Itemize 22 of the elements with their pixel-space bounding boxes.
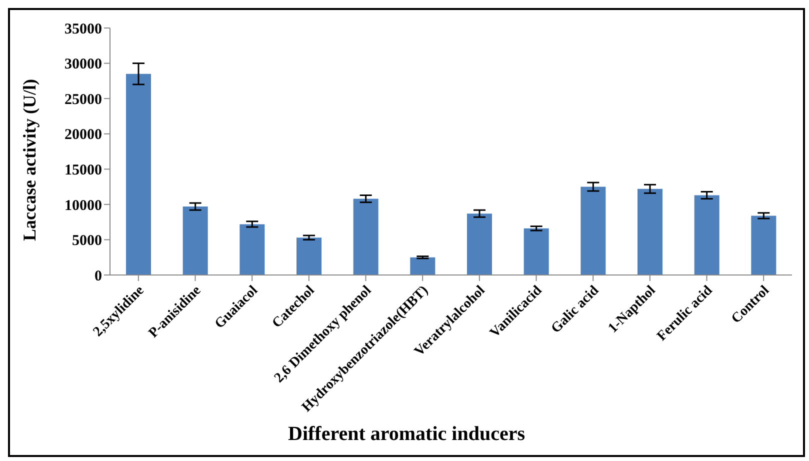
y-tick-label: 10000	[64, 198, 102, 214]
bar	[467, 214, 492, 275]
bar	[353, 198, 378, 275]
y-tick-label: 25000	[64, 92, 102, 108]
bar	[126, 74, 151, 275]
bar	[240, 224, 265, 275]
y-tick-label: 0	[94, 268, 102, 284]
y-tick-label: 5000	[72, 233, 102, 250]
y-tick-label: 15000	[64, 162, 102, 178]
bar	[751, 216, 776, 275]
bar	[410, 257, 436, 275]
bar	[296, 238, 322, 275]
y-axis-title: Laccase activity (U/l)	[20, 79, 40, 241]
y-tick-label: 20000	[64, 127, 102, 144]
bar	[580, 186, 606, 275]
bar	[182, 206, 208, 275]
bar	[694, 195, 720, 275]
x-axis-title: Different aromatic inducers	[287, 423, 526, 446]
bar	[638, 188, 662, 275]
y-tick-label: 35000	[64, 21, 102, 38]
bar	[524, 228, 549, 275]
y-tick-label: 30000	[64, 56, 102, 73]
